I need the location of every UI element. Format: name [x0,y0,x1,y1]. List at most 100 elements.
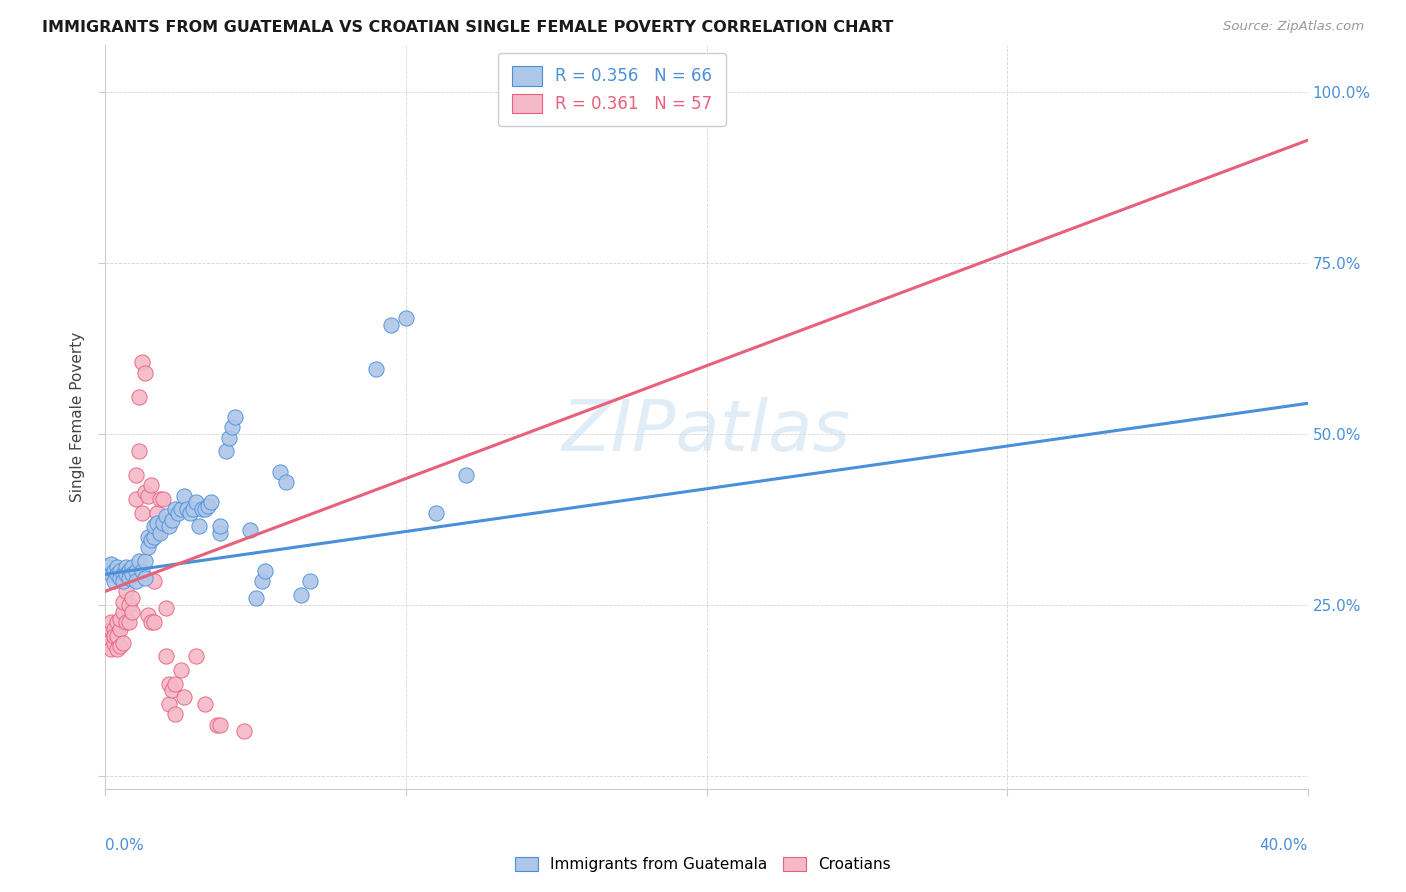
Point [157,676,180,690]
Point [131,564,153,578]
Point [121,605,143,619]
Point [142,519,165,533]
Point [107,629,129,643]
Point [145,506,167,520]
Point [103,635,125,649]
Text: 40.0%: 40.0% [1260,838,1308,853]
Point [100,615,122,629]
Point [232,724,254,739]
Point [250,574,273,588]
Point [134,553,156,567]
Point [112,574,135,588]
Point [181,502,204,516]
Point [169,502,191,516]
Point [124,468,146,483]
Point [115,564,138,578]
Point [395,310,418,325]
Point [142,615,165,629]
Point [110,611,132,625]
Point [148,519,170,533]
Text: ZIPatlas: ZIPatlas [562,398,851,467]
Point [160,512,183,526]
Point [163,676,186,690]
Point [100,557,122,571]
Point [218,430,240,444]
Point [245,591,267,606]
Point [134,571,156,585]
Point [184,495,207,509]
Point [205,717,228,731]
Point [103,574,125,588]
Point [194,502,217,516]
Point [380,318,402,332]
Point [115,584,138,599]
Point [103,622,125,636]
Point [112,605,135,619]
Point [110,564,132,578]
Point [136,530,159,544]
Point [121,567,143,582]
Point [364,362,387,376]
Point [184,649,207,664]
Point [134,485,156,500]
Point [224,410,246,425]
Point [100,567,122,582]
Point [131,355,153,369]
Point [118,615,141,629]
Point [425,506,447,520]
Point [139,478,162,492]
Point [163,707,186,722]
Point [115,567,138,582]
Point [103,629,125,643]
Point [139,615,162,629]
Point [197,499,219,513]
Point [115,560,138,574]
Point [112,567,135,582]
Point [298,574,321,588]
Point [454,468,477,483]
Point [118,571,141,585]
Point [145,526,167,541]
Legend: Immigrants from Guatemala, Croatians: Immigrants from Guatemala, Croatians [508,849,898,880]
Y-axis label: Single Female Poverty: Single Female Poverty [70,332,86,502]
Point [128,553,150,567]
Point [152,491,174,506]
Point [239,523,262,537]
Point [169,663,191,677]
Point [148,491,170,506]
Text: Source: ZipAtlas.com: Source: ZipAtlas.com [1223,20,1364,33]
Point [103,564,125,578]
Point [269,465,291,479]
Point [187,519,209,533]
Point [290,588,312,602]
Point [128,390,150,404]
Point [97,625,120,640]
Point [118,598,141,612]
Point [110,639,132,653]
Point [152,516,174,530]
Point [142,530,165,544]
Point [118,564,141,578]
Point [274,475,297,489]
Point [160,683,183,698]
Point [157,697,180,711]
Point [142,574,165,588]
Point [155,649,177,664]
Point [139,533,162,547]
Point [112,594,135,608]
Point [107,615,129,629]
Point [121,560,143,574]
Point [145,516,167,530]
Point [208,717,231,731]
Point [253,564,276,578]
Point [221,420,243,434]
Point [134,366,156,380]
Point [148,526,170,541]
Point [173,690,195,705]
Point [200,495,222,509]
Point [155,601,177,615]
Point [179,506,201,520]
Point [110,571,132,585]
Text: 0.0%: 0.0% [105,838,145,853]
Point [157,519,180,533]
